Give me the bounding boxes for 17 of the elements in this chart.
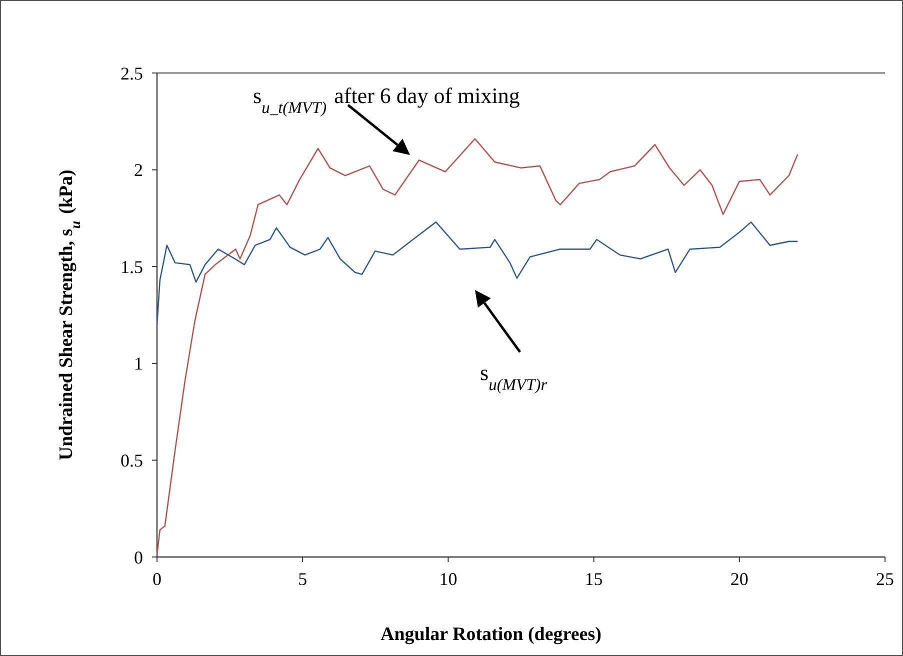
x-tick-label: 0 — [152, 569, 162, 589]
y-tick-label: 0.5 — [120, 450, 143, 470]
x-axis-title: Angular Rotation (degrees) — [380, 624, 602, 645]
line-series — [156, 138, 798, 556]
y-tick-label: 2.5 — [120, 63, 143, 84]
y-tick-label: 2 — [134, 160, 143, 180]
x-tick-label: 25 — [876, 569, 894, 589]
annotation: s$_{u(MVT)r}$ — [480, 360, 548, 394]
annotation: s$_{u_t(MVT)}$ after 6 day of mixing — [253, 83, 520, 116]
y-tick-label: 1.5 — [120, 256, 143, 277]
x-tick-label: 10 — [439, 569, 458, 589]
y-tick-label: 0 — [134, 547, 143, 568]
y-tick-label: 1 — [134, 354, 143, 374]
x-tick-label: 15 — [584, 569, 603, 589]
x-tick-label: 5 — [298, 569, 308, 589]
x-tick-label: 20 — [730, 569, 748, 589]
line-series — [156, 221, 798, 326]
